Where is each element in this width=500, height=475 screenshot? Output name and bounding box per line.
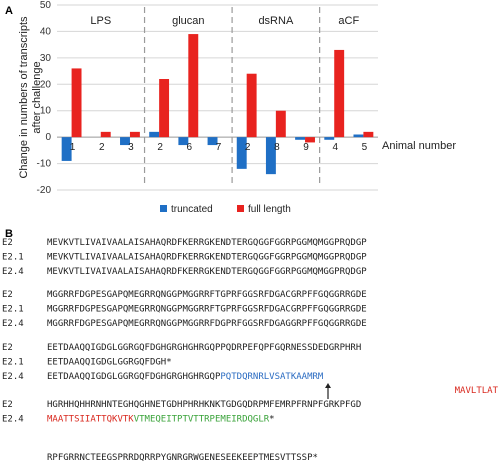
sequence-name: E2 (2, 400, 13, 410)
sequence-residues: MEVKVTLIVAIVAALAISAHAQRDFKERRGKENDTERGQG… (47, 253, 367, 263)
y-tick-label: 10 (40, 106, 52, 117)
category-label: 2 (99, 142, 105, 153)
y-axis-title: Change in numbers of transcriptsafter ch… (18, 16, 43, 179)
sequence-residues: HGRHHQHHRNHNTEGHQGHNETGDHPHRHKNKTGDGQDRP… (47, 400, 361, 410)
y-tick-label: -10 (37, 159, 52, 170)
sequence-line: MEVKVTLIVAIVAALAISAHAQRDFKERRGKENDTERGQG… (47, 238, 367, 248)
sequence-name: E2 (2, 290, 13, 300)
category-label: 6 (187, 142, 193, 153)
y-tick-label: 0 (45, 132, 51, 143)
sequence-name: E2.4 (2, 267, 24, 277)
bar-truncated (295, 137, 306, 140)
sequence-frameshift-blue: PQTDQRNRLVSATKAAMRM (220, 372, 324, 382)
legend-swatch (160, 205, 167, 212)
panel-letter-b: B (5, 228, 13, 240)
sequence-line: EETDAAQQIGDGLGGRGQFDGHGRGHGHRGQPPQTDQRNR… (47, 372, 324, 382)
bar-truncated (236, 137, 247, 169)
sequence-name: E2 (2, 238, 13, 248)
sequence-residues: EETDAAQQIGDGLGGRGQFDGHGRGHGHRGQPPQDRPEFQ… (47, 343, 361, 353)
sequence-line: HGRHHQHHRNHNTEGHQGHNETGDHPHRHKNKTGDGQDRP… (47, 400, 361, 410)
sequence-line: MEVKVTLIVAIVAALAISAHAQRDFKERRGKENDTERGQG… (47, 267, 367, 277)
category-label: 4 (332, 142, 338, 153)
sequence-name: E2.4 (2, 372, 24, 382)
sequence-residues: EETDAAQQIGDGLGGRGQFDGH* (47, 358, 172, 368)
y-tick-label: 40 (40, 26, 52, 37)
sequence-line: MGGRRFDGPESGAPQMEGRRQNGGPMGGRRFTGPRFGGSR… (47, 305, 367, 315)
bar-truncated (61, 137, 72, 161)
category-label: 5 (362, 142, 368, 153)
group-label: glucan (172, 15, 204, 27)
bar-full-length (159, 79, 170, 138)
bar-truncated (324, 137, 335, 140)
bar-full-length (129, 131, 140, 138)
group-label: LPS (90, 15, 111, 27)
legend-swatch (237, 205, 244, 212)
sequence-line: MEVKVTLIVAIVAALAISAHAQRDFKERRGKENDTERGQG… (47, 253, 367, 263)
sequence-name: E2.1 (2, 305, 24, 315)
sequence-line: MAATTSIIATTQKVTKVTMEQEITPTVTTRPEMEIRDQGL… (47, 415, 275, 425)
y-axis-title-line-2: after challenge (31, 61, 43, 133)
bar-full-length (334, 49, 345, 138)
bar-truncated (149, 131, 160, 138)
category-label: 2 (157, 142, 163, 153)
category-label: 3 (128, 142, 134, 153)
category-label: 1 (70, 142, 76, 153)
category-label: 9 (303, 142, 309, 153)
sequence-name: E2.1 (2, 253, 24, 263)
sequence-residues: MGGRRFDGPESGAPQMEGRRQNGGPMGGRRFTGPRFGGSR… (47, 305, 367, 315)
sequence-line: MGGRRFDGPESGAPQMEGRRQNGGPMGGRRFDGPRFGGSR… (47, 319, 367, 329)
sequence-residues: EETDAAQQIGDGLGGRGQFDGHGRGHGHRGQP (47, 372, 221, 382)
category-label: 8 (274, 142, 280, 153)
arrow-head (325, 383, 331, 388)
bar-full-length (275, 110, 286, 138)
bar-full-length (246, 73, 257, 138)
sequence-frameshift-red-cont: MAVLTLAT (455, 386, 499, 396)
sequence-line: EETDAAQQIGDGLGGRGQFDGHGRGHGHRGQPPQDRPEFQ… (47, 343, 361, 353)
sequence-line: RPFGRRNCTEEGSPRRDQRRPYGNRGRWGENESEEKEEPT… (47, 453, 318, 463)
sequence-residues: RPFGRRNCTEEGSPRRDQRRPYGNRGRWGENESEEKEEPT… (47, 453, 318, 463)
sequence-name: E2.4 (2, 415, 24, 425)
bar-truncated (178, 137, 189, 146)
legend-label: truncated (171, 204, 213, 215)
bar-truncated (120, 137, 130, 146)
bar-chart: A -20 -10 0 10 20 30 40 50 Change in numbers of t… (5, 0, 456, 215)
y-tick-label: 50 (40, 0, 52, 11)
bar-full-length (188, 34, 199, 138)
sequence-name: E2.4 (2, 319, 24, 329)
bar-full-length (305, 137, 315, 143)
sequence-frameshift-green: VTMEQEITPTVTTRPEMEIRDQGLR (134, 415, 270, 425)
bar-truncated (265, 137, 276, 175)
legend-label: full length (248, 204, 291, 215)
sequence-name: E2.1 (2, 358, 24, 368)
bar-full-length (71, 68, 82, 138)
group-label: aCF (338, 15, 359, 27)
sequence-stop: * (269, 415, 274, 425)
category-label: 7 (216, 142, 222, 153)
y-tick-label: 30 (40, 53, 52, 64)
sequence-line: MGGRRFDGPESGAPQMEGRRQNGGPMGGRRFTGPRFGGSR… (47, 290, 367, 300)
bar-full-length (100, 131, 111, 138)
x-axis-title: Animal number (382, 140, 456, 152)
y-axis-title-line-1: Change in numbers of transcripts (18, 16, 30, 179)
bar-truncated (353, 134, 364, 138)
bar-truncated (207, 137, 218, 146)
sequence-residues: MEVKVTLIVAIVAALAISAHAQRDFKERRGKENDTERGQG… (47, 238, 367, 248)
sequence-residues: MGGRRFDGPESGAPQMEGRRQNGGPMGGRRFTGPRFGGSR… (47, 290, 367, 300)
bar-full-length (363, 131, 374, 138)
sequence-alignment: BE2 MEVKVTLIVAIVAALAISAHAQRDFKERRGKENDTER… (2, 228, 499, 463)
sequence-name: E2 (2, 343, 13, 353)
category-label: 2 (245, 142, 251, 153)
y-tick-label: -20 (37, 185, 52, 196)
sequence-line: EETDAAQQIGDGLGGRGQFDGH* (47, 358, 172, 368)
y-tick-label: 20 (40, 79, 52, 90)
group-label: dsRNA (258, 15, 294, 27)
sequence-frameshift-red: MAATTSIIATTQKVTK (47, 415, 134, 425)
panel-letter-a: A (5, 5, 13, 17)
sequence-residues: MGGRRFDGPESGAPQMEGRRQNGGPMGGRRFDGPRFGGSR… (47, 319, 367, 329)
sequence-residues: MEVKVTLIVAIVAALAISAHAQRDFKERRGKENDTERGQG… (47, 267, 367, 277)
